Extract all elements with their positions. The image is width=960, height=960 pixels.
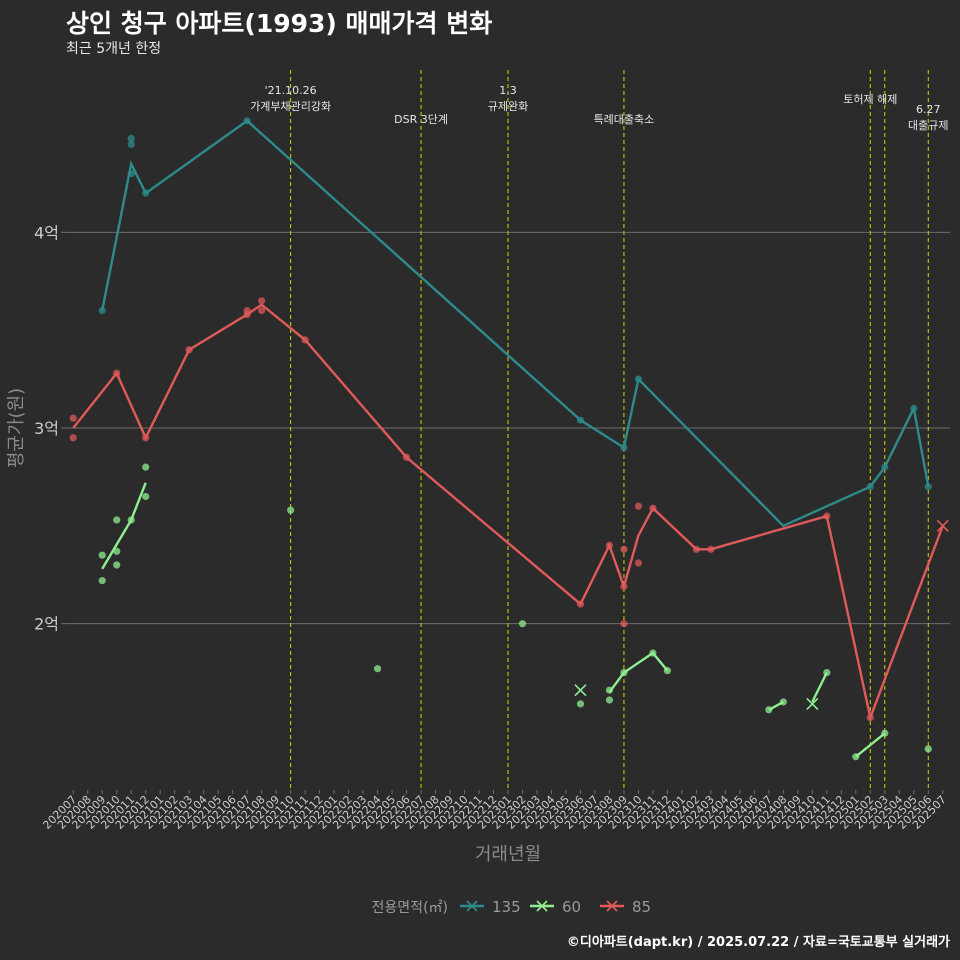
data-point-60: [113, 561, 121, 569]
y-tick-label: 4억: [34, 223, 59, 242]
series-line-60: [811, 672, 828, 703]
chart-title: 상인 청구 아파트(1993) 매매가격 변화: [66, 9, 493, 38]
data-point-60: [373, 665, 382, 673]
legend-label: 60: [562, 898, 581, 916]
data-point-135: [576, 416, 585, 424]
x-axis-title: 거래년월: [475, 844, 541, 865]
data-point-135: [924, 483, 932, 491]
data-point-85: [258, 306, 266, 315]
y-tick-label: 2억: [34, 615, 59, 634]
legend-label: 85: [632, 898, 651, 916]
data-point-60: [127, 516, 135, 524]
data-point-85: [258, 297, 266, 305]
data-point-135: [127, 140, 135, 148]
legend-label: 135: [492, 898, 521, 916]
data-point-135: [634, 375, 643, 383]
data-point-135: [98, 306, 106, 315]
data-point-135: [881, 463, 889, 471]
data-point-60: [620, 668, 628, 677]
source-footer: ©디아파트(dapt.kr) / 2025.07.22 / 자료=국토교통부 실…: [566, 935, 950, 950]
data-point-60: [576, 700, 585, 708]
data-point-135: [127, 170, 135, 178]
cross-marker-85: [936, 519, 949, 532]
legend-title: 전용면적(㎡): [372, 900, 448, 916]
event-label: 6.27: [916, 103, 941, 116]
data-point-85: [69, 414, 77, 422]
data-point-60: [852, 753, 860, 761]
data-point-85: [185, 346, 193, 354]
data-point-85: [576, 600, 585, 608]
data-point-85: [605, 541, 614, 550]
data-point-60: [663, 667, 672, 675]
event-label: 1.3: [499, 84, 517, 97]
event-label: 토허제 해제: [843, 92, 897, 106]
data-point-85: [634, 502, 643, 510]
y-axis-title: 평균가(원): [6, 388, 27, 468]
data-point-60: [924, 745, 932, 753]
event-label: DSR 3단계: [394, 113, 448, 126]
event-label: 대출규제: [908, 119, 948, 132]
event-label: '21.10.26: [265, 84, 317, 97]
data-point-60: [881, 729, 889, 737]
data-point-60: [823, 668, 831, 677]
cross-marker-60: [806, 697, 819, 710]
data-point-85: [692, 545, 700, 553]
data-point-60: [142, 463, 150, 471]
data-point-60: [98, 577, 106, 585]
data-point-135: [243, 117, 251, 125]
data-point-85: [620, 582, 628, 591]
data-point-85: [402, 453, 411, 461]
data-point-85: [69, 434, 77, 442]
data-point-85: [707, 545, 715, 553]
data-point-60: [287, 506, 295, 514]
data-point-60: [113, 516, 121, 524]
data-point-60: [113, 547, 121, 555]
legend-swatch-cross: [466, 900, 478, 912]
series-line-60: [608, 651, 669, 693]
data-point-85: [620, 620, 628, 628]
data-point-60: [605, 696, 614, 704]
series-line-135: [101, 119, 930, 528]
event-label: 가계부채관리강화: [250, 100, 331, 113]
data-point-60: [518, 620, 527, 628]
data-point-135: [866, 483, 874, 491]
data-point-60: [649, 649, 657, 657]
data-point-85: [634, 559, 643, 567]
data-point-85: [113, 369, 121, 377]
event-label: 특례대출축소: [594, 113, 655, 126]
legend-swatch-cross: [606, 900, 618, 912]
data-point-85: [620, 545, 628, 553]
data-point-135: [620, 443, 628, 452]
y-tick-label: 3억: [34, 419, 59, 438]
data-point-85: [243, 306, 251, 315]
event-label: 규제완화: [488, 100, 528, 113]
cross-marker-60: [574, 684, 587, 697]
series-line-60: [101, 482, 147, 570]
legend-swatch-cross: [536, 900, 548, 912]
data-point-60: [142, 492, 150, 501]
data-point-85: [301, 336, 309, 344]
data-point-85: [649, 504, 657, 512]
chart-subtitle: 최근 5개년 한정: [66, 41, 162, 57]
data-point-135: [127, 134, 135, 142]
data-point-135: [910, 404, 918, 413]
data-point-85: [866, 714, 874, 722]
data-point-60: [765, 706, 773, 714]
data-point-60: [98, 551, 106, 559]
data-point-85: [823, 512, 831, 520]
data-point-60: [779, 698, 787, 706]
data-point-85: [142, 434, 150, 442]
data-point-135: [142, 189, 150, 197]
series-line-60: [855, 732, 886, 758]
data-point-60: [605, 686, 614, 694]
series-line-85: [72, 303, 944, 722]
